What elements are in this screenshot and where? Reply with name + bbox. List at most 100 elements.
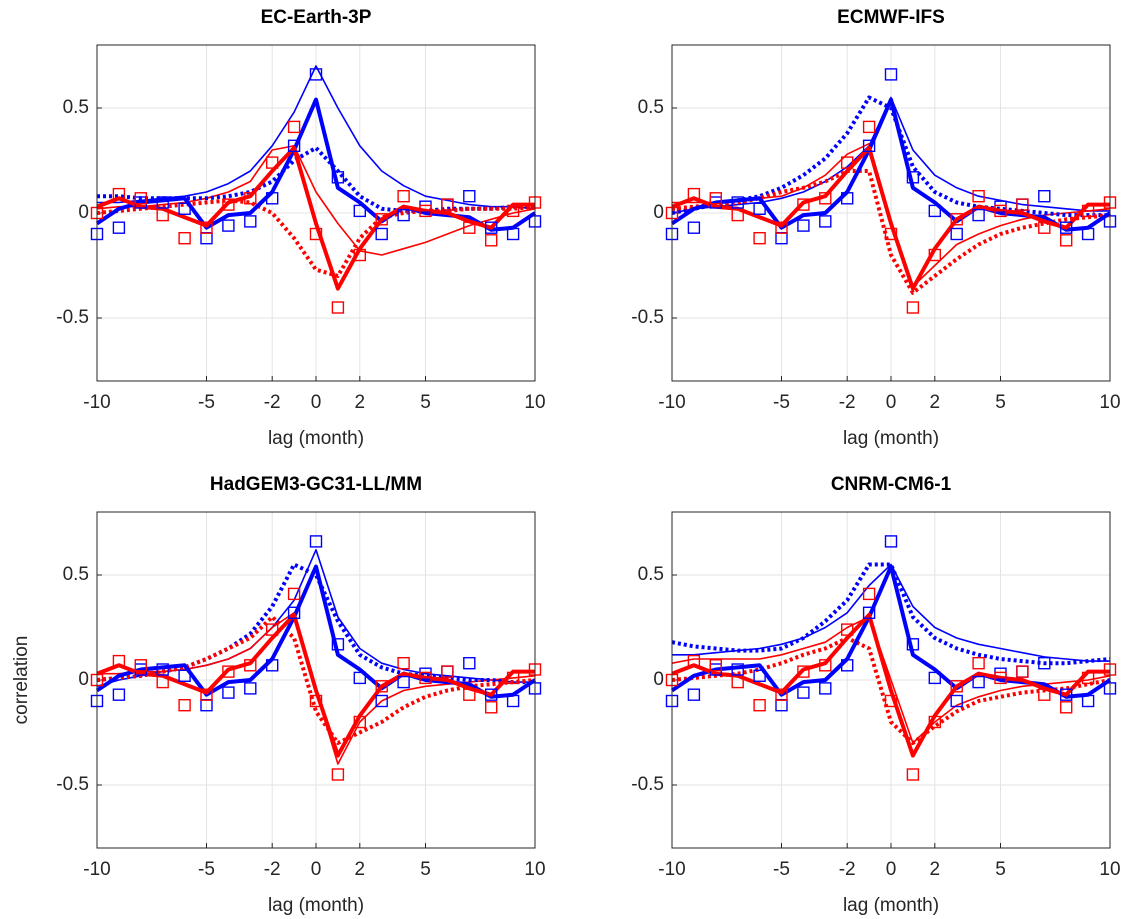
x-tick-label: -5 [773, 392, 790, 413]
square-marker [862, 587, 876, 601]
square-marker [731, 675, 744, 689]
square-marker [112, 654, 126, 668]
x-tick-label: 10 [524, 859, 545, 880]
square-marker [375, 227, 388, 241]
square-marker [884, 227, 898, 241]
square-marker [994, 204, 1007, 218]
x-tick-label: 5 [420, 392, 431, 413]
square-marker [950, 694, 963, 708]
square-marker [287, 606, 301, 619]
square-marker [222, 665, 235, 678]
square-marker [731, 196, 744, 209]
square-marker [222, 219, 235, 232]
x-tick-label: -5 [773, 859, 790, 880]
x-tick-label: 10 [1099, 392, 1120, 413]
square-marker [753, 202, 766, 216]
square-marker [156, 208, 169, 222]
square-marker [178, 202, 191, 216]
series-line [96, 145, 536, 256]
square-marker [375, 680, 388, 693]
square-marker [419, 671, 432, 685]
square-marker [331, 171, 345, 184]
square-marker [244, 215, 257, 228]
square-marker [972, 657, 985, 670]
axes-frame [96, 44, 536, 382]
square-marker [928, 671, 941, 685]
square-marker [1016, 665, 1029, 678]
x-tick-label: 5 [420, 859, 431, 880]
square-marker [397, 208, 410, 222]
square-marker [353, 248, 366, 262]
series-line [96, 612, 535, 758]
square-marker [463, 189, 476, 203]
square-marker [485, 234, 498, 247]
square-marker [1038, 189, 1051, 203]
x-axis-label: lag (month) [843, 895, 939, 916]
x-tick-label: 2 [930, 392, 941, 413]
x-tick-label: 2 [930, 859, 941, 880]
square-marker [819, 215, 832, 228]
square-marker [309, 68, 323, 81]
square-marker [178, 699, 191, 712]
square-marker [1059, 688, 1073, 701]
square-marker [287, 587, 301, 601]
square-marker [419, 204, 432, 218]
square-marker [753, 669, 766, 682]
square-marker [375, 213, 388, 226]
square-marker [134, 659, 148, 672]
square-marker [266, 659, 279, 672]
square-marker [862, 606, 876, 619]
square-marker [972, 208, 985, 222]
square-marker [353, 671, 366, 685]
square-marker [506, 694, 520, 708]
square-marker [134, 192, 148, 205]
y-tick-label: 0 [78, 669, 89, 690]
square-marker [972, 189, 985, 203]
square-marker [441, 665, 454, 678]
series-line [96, 145, 535, 291]
chart-title: HadGEM3-GC31-LL/MM [210, 474, 422, 495]
square-marker [687, 688, 701, 701]
square-marker [753, 699, 766, 712]
square-marker [397, 657, 410, 670]
square-marker [1081, 694, 1095, 708]
square-marker [928, 248, 941, 262]
square-marker [731, 663, 744, 676]
square-marker [775, 221, 788, 234]
square-marker [178, 669, 191, 682]
square-marker [1016, 198, 1029, 211]
square-marker [266, 192, 279, 205]
chart-title: CNRM-CM6-1 [831, 474, 952, 495]
y-tick-label: 0 [78, 202, 89, 223]
square-marker [506, 227, 520, 241]
square-marker [353, 715, 366, 729]
axes-frame [671, 511, 1111, 849]
square-marker [862, 139, 876, 153]
square-marker [841, 192, 854, 205]
x-tick-label: -10 [658, 859, 685, 880]
square-marker [463, 688, 476, 701]
series-line [671, 96, 1110, 214]
x-tick-label: -10 [658, 392, 685, 413]
square-marker [841, 623, 854, 636]
y-tick-label: 0.5 [63, 564, 89, 585]
square-marker [200, 688, 213, 701]
x-tick-label: -10 [83, 859, 110, 880]
plot-area [671, 45, 1111, 381]
square-marker [1059, 234, 1073, 247]
y-tick-label: 0 [653, 669, 664, 690]
square-marker [906, 768, 920, 781]
x-tick-label: -2 [839, 859, 856, 880]
square-marker [506, 204, 520, 218]
square-marker [884, 535, 898, 548]
square-marker [1059, 701, 1073, 714]
square-marker [731, 208, 744, 222]
y-tick-label: 0.5 [638, 97, 664, 118]
x-tick-label: 0 [886, 392, 897, 413]
x-tick-label: 5 [995, 392, 1006, 413]
x-tick-label: 0 [886, 859, 897, 880]
square-marker [841, 156, 854, 169]
square-marker [687, 187, 701, 201]
square-marker [753, 231, 766, 245]
square-marker [112, 187, 126, 201]
